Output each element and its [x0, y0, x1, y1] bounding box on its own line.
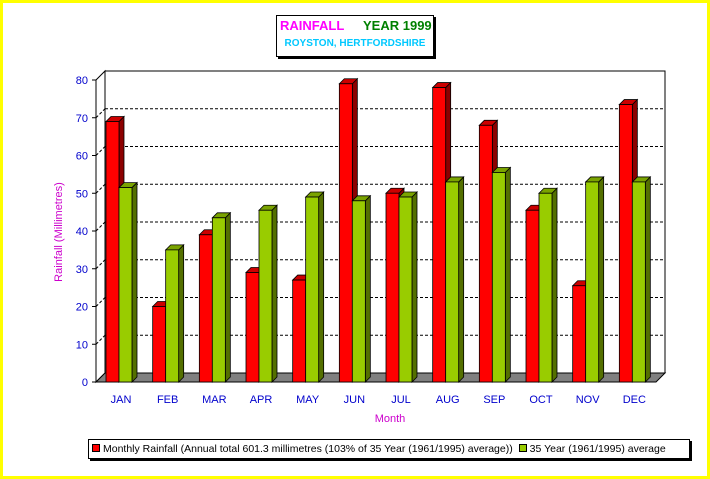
- y-tick-label: 40: [76, 226, 88, 238]
- x-axis-title: Month: [375, 413, 406, 425]
- bar-average-oct: [538, 187, 558, 383]
- y-tick-label: 60: [76, 151, 88, 163]
- grid-diagonal: [95, 297, 106, 307]
- x-tick-label-dec: DEC: [623, 394, 646, 406]
- y-tick-label: 30: [76, 264, 88, 276]
- bar-average-jan: [118, 181, 138, 383]
- grid-diagonal: [95, 334, 106, 345]
- x-tick-label-may: MAY: [296, 394, 320, 406]
- grid-diagonal: [95, 183, 106, 194]
- legend-label-average: 35 Year (1961/1995) average: [529, 443, 666, 455]
- bar-average-sep: [491, 166, 512, 383]
- bar-average-jun: [351, 194, 372, 383]
- x-tick-label-mar: MAR: [202, 394, 227, 406]
- y-axis-title: Rainfall (Millimetres): [53, 182, 65, 282]
- bar-average-feb: [164, 243, 185, 383]
- grid-diagonal: [95, 259, 106, 270]
- x-tick-label-oct: OCT: [529, 394, 553, 406]
- y-tick-label: 10: [76, 339, 88, 351]
- y-tick-label: 70: [76, 113, 88, 125]
- bar-average-apr: [258, 204, 278, 383]
- bar-average-jul: [398, 191, 418, 383]
- grid-diagonal: [95, 146, 106, 156]
- y-tick-label: 0: [82, 377, 88, 389]
- bar-average-nov: [584, 175, 605, 383]
- x-tick-label-jun: JUN: [344, 394, 365, 406]
- bar-average-may: [304, 191, 325, 383]
- chart-title-box: RAINFALL YEAR 1999 ROYSTON, HERTFORDSHIR…: [276, 15, 434, 57]
- legend: Monthly Rainfall (Annual total 601.3 mil…: [88, 439, 690, 459]
- grid-diagonal: [95, 108, 106, 119]
- x-tick-label-jul: JUL: [391, 394, 411, 406]
- bar-average-aug: [444, 175, 465, 383]
- legend-swatch-monthly: [92, 444, 100, 453]
- x-tick-label-feb: FEB: [157, 394, 178, 406]
- x-tick-label-apr: APR: [250, 394, 273, 406]
- y-tick-label: 20: [76, 302, 88, 314]
- x-tick-label-aug: AUG: [436, 394, 460, 406]
- y-tick-label: 50: [76, 188, 88, 200]
- legend-item-average: 35 Year (1961/1995) average: [516, 440, 666, 458]
- y-tick-label: 80: [76, 75, 88, 87]
- bar-average-dec: [631, 175, 652, 383]
- grid-diagonal: [95, 221, 106, 232]
- chart-year: YEAR 1999: [363, 18, 432, 33]
- x-tick-label-nov: NOV: [576, 394, 601, 406]
- bar-monthly-jan: [105, 115, 125, 383]
- legend-item-monthly: Monthly Rainfall (Annual total 601.3 mil…: [89, 440, 513, 458]
- legend-swatch-average: [518, 444, 527, 453]
- legend-label-monthly: Monthly Rainfall (Annual total 601.3 mil…: [103, 443, 513, 455]
- chart-subtitle: ROYSTON, HERTFORDSHIRE: [284, 38, 426, 49]
- plot-floor: [94, 372, 667, 383]
- chart-title: RAINFALL: [280, 18, 345, 33]
- x-tick-label-jan: JAN: [111, 394, 132, 406]
- bar-average-mar: [211, 211, 232, 383]
- x-tick-label-sep: SEP: [483, 394, 505, 406]
